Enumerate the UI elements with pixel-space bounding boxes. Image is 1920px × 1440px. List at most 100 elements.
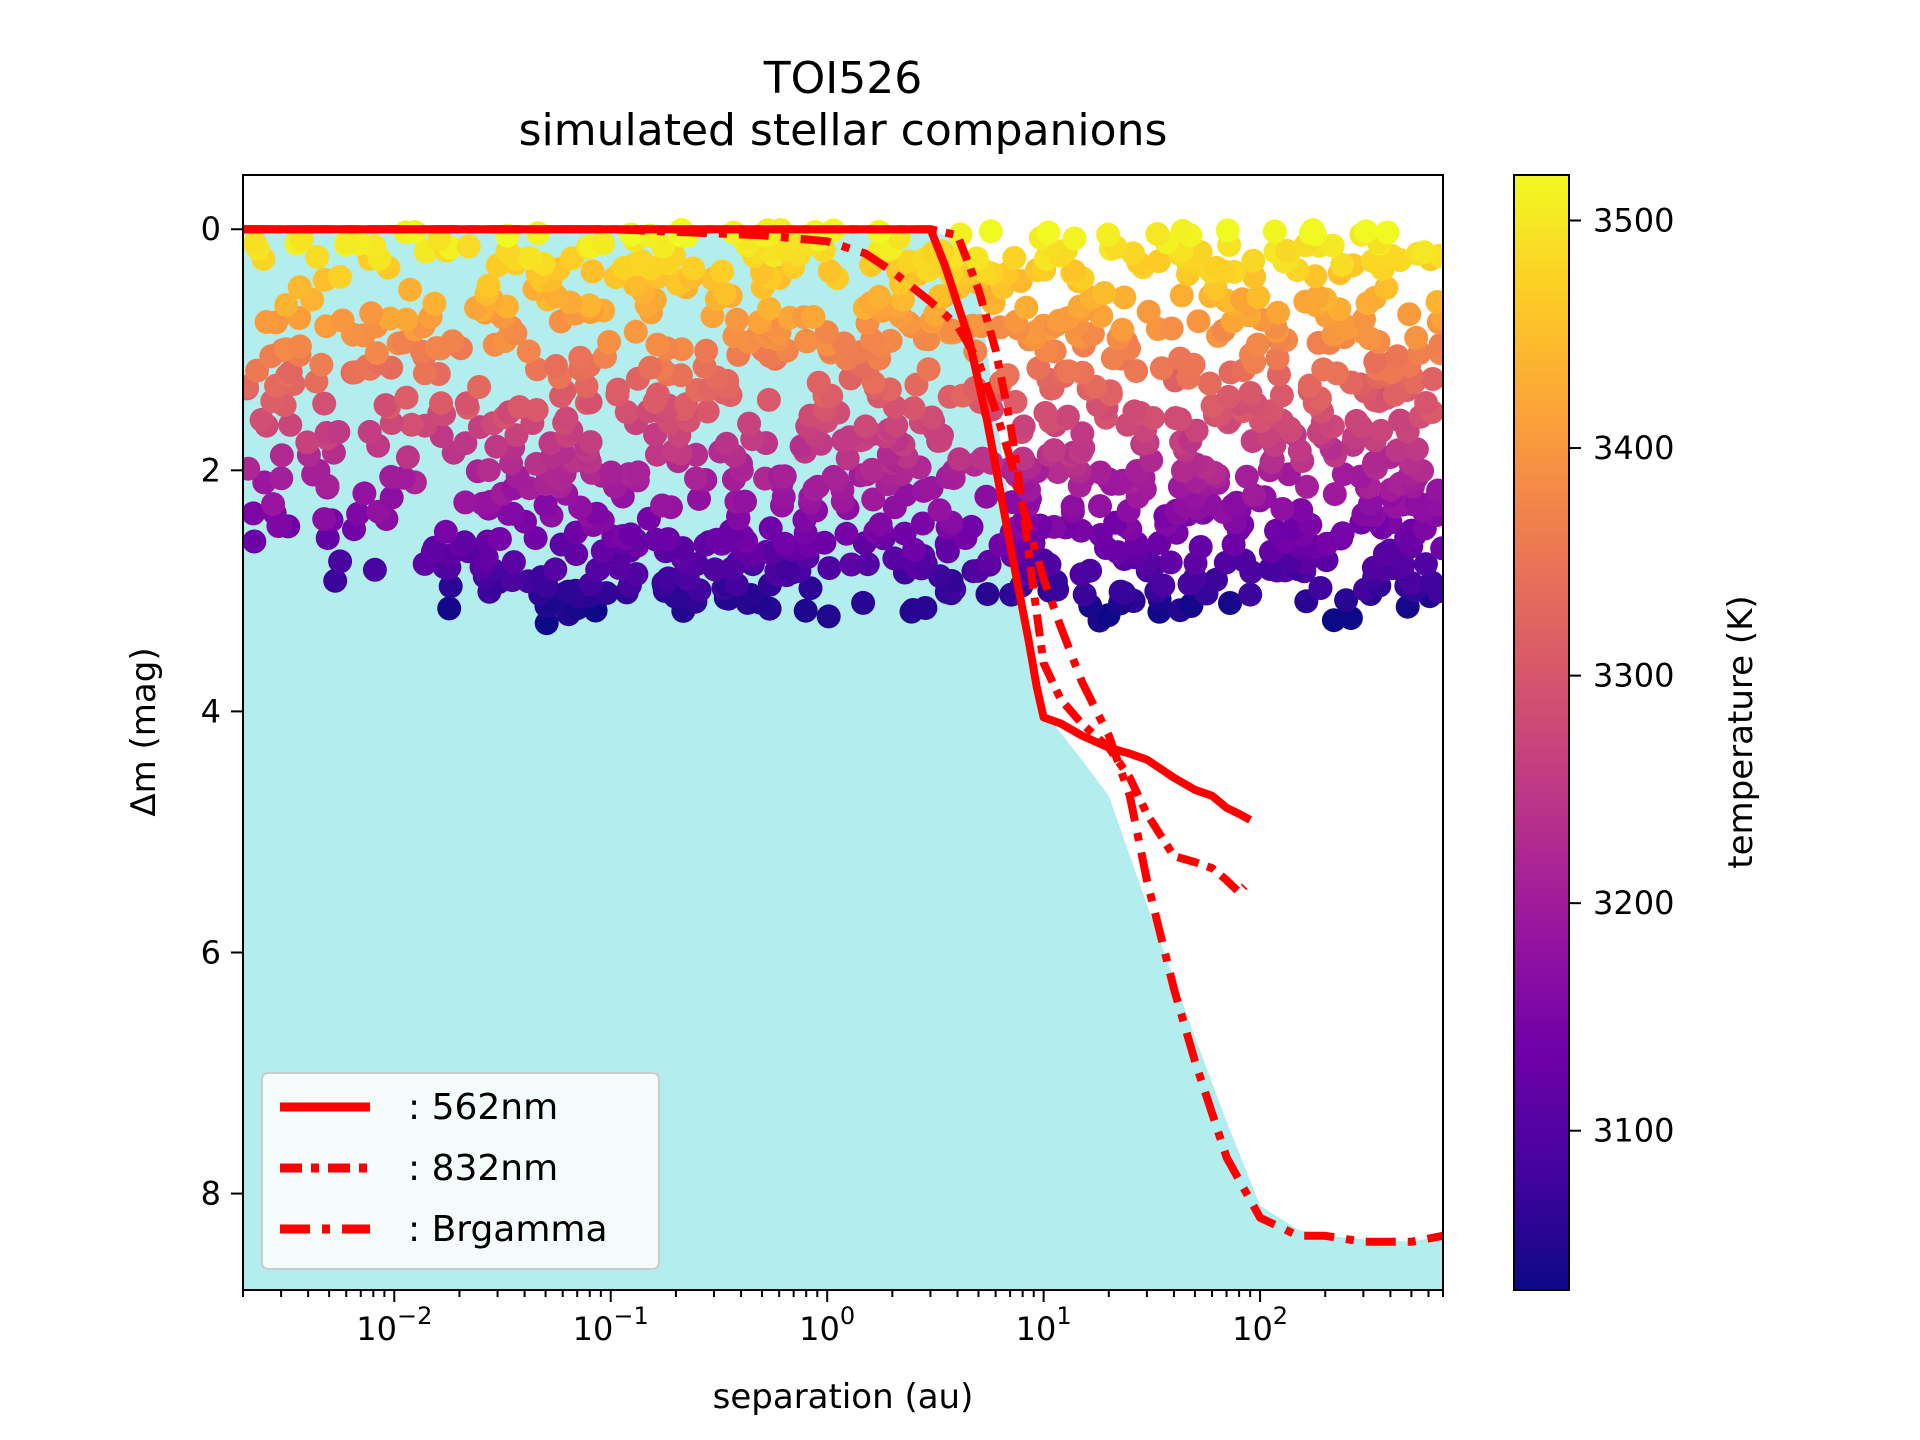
scatter-point: [1014, 295, 1039, 320]
scatter-point: [1186, 309, 1211, 334]
scatter-point: [243, 501, 266, 526]
x-axis-ticks: 10−2 10−1 100 101 102: [242, 1290, 1444, 1348]
scatter-point: [1033, 400, 1058, 425]
scatter-point: [970, 446, 995, 471]
scatter-point: [694, 338, 719, 363]
legend-box: [261, 1072, 660, 1270]
scatter-point: [578, 430, 603, 455]
scatter-point: [429, 391, 454, 416]
scatter-point: [305, 245, 330, 269]
x-tick-label: 102: [1232, 1302, 1288, 1348]
scatter-point: [629, 249, 654, 274]
scatter-point: [1385, 344, 1410, 369]
scatter-point: [793, 598, 818, 623]
scatter-point: [974, 484, 999, 509]
scatter-point: [975, 582, 1000, 607]
scatter-point: [964, 246, 989, 271]
colorbar-label: temperature (K): [1721, 595, 1761, 868]
scatter-point: [714, 431, 739, 456]
scatter-point: [328, 264, 352, 289]
scatter-point: [501, 550, 526, 575]
chart-subtitle: simulated stellar companions: [519, 105, 1168, 156]
scatter-point: [453, 431, 478, 456]
scatter-point: [638, 355, 663, 380]
scatter-point: [467, 375, 492, 399]
scatter-point: [1089, 304, 1114, 328]
scatter-point: [1216, 384, 1241, 409]
y-tick-label: 8: [201, 1175, 221, 1213]
scatter-point: [1269, 383, 1294, 408]
scatter-point: [1375, 220, 1400, 245]
scatter-point: [919, 405, 944, 430]
scatter-point: [623, 319, 648, 344]
scatter-point: [772, 531, 797, 556]
scatter-point: [398, 277, 423, 302]
scatter-point: [1149, 356, 1174, 381]
scatter-point: [454, 391, 479, 416]
scatter-point: [1218, 591, 1242, 615]
scatter-point: [269, 443, 294, 468]
curve-832nm: [243, 225, 1248, 897]
scatter-point: [851, 590, 876, 615]
y-axis-ticks: 0 2 4 6 8: [201, 210, 243, 1213]
scatter-point: [1354, 219, 1379, 244]
scatter-point: [1425, 290, 1443, 314]
scatter-point: [618, 522, 643, 547]
colorbar-tick-label: 3100: [1593, 1112, 1674, 1150]
colorbar: [1513, 174, 1570, 1291]
scatter-point: [812, 530, 837, 555]
scatter-point: [1213, 550, 1238, 575]
scatter-point: [422, 291, 447, 316]
scatter-point: [806, 370, 831, 395]
scatter-point: [394, 385, 419, 410]
scatter-point: [817, 556, 842, 581]
scatter-point: [1385, 438, 1410, 463]
scatter-point: [882, 546, 907, 571]
scatter-point: [487, 527, 512, 551]
scatter-point: [243, 456, 261, 481]
scatter-point: [832, 331, 857, 356]
scatter-point: [1404, 437, 1429, 462]
colorbar-ticks: 3100 3200 3300 3400 3500: [1569, 202, 1674, 1150]
scatter-point: [399, 412, 424, 437]
scatter-point: [1330, 521, 1355, 546]
scatter-point: [1300, 218, 1325, 242]
scatter-point: [456, 234, 481, 259]
scatter-point: [939, 318, 964, 343]
scatter-point: [1419, 570, 1443, 595]
scatter-point: [1112, 285, 1137, 310]
scatter-point: [1169, 283, 1194, 308]
scatter-point: [1110, 317, 1135, 342]
scatter-point: [362, 557, 387, 582]
scatter-point: [500, 568, 525, 593]
scatter-point: [835, 446, 860, 471]
scatter-point: [1158, 550, 1183, 575]
scatter-point: [591, 231, 616, 256]
scatter-point: [295, 430, 320, 455]
contrast-curves: [243, 225, 1443, 1246]
scatter-point: [1108, 579, 1133, 604]
scatter-point: [1078, 558, 1103, 583]
x-tick-label: 100: [799, 1302, 855, 1348]
legend: : 562nm : 832nm : Brgamma: [261, 1072, 660, 1270]
chart-title: TOI526: [763, 53, 922, 104]
scatter-point: [650, 493, 675, 518]
scatter-point: [798, 576, 823, 601]
scatter-point: [645, 332, 670, 357]
colorbar-tick-label: 3300: [1593, 657, 1674, 695]
scatter-point: [395, 445, 420, 470]
scatter-point: [1197, 371, 1222, 396]
scatter-point: [923, 302, 948, 327]
scatter-points: [243, 217, 1443, 636]
scatter-point: [1404, 325, 1429, 350]
scatter-point: [359, 301, 384, 326]
scatter-point: [1374, 275, 1399, 300]
scatter-point: [516, 339, 541, 364]
scatter-point: [1305, 285, 1330, 310]
scatter-point: [326, 420, 351, 444]
scatter-point: [599, 460, 624, 485]
scatter-point: [274, 293, 299, 317]
scatter-point: [357, 419, 382, 444]
scatter-point: [681, 256, 706, 281]
scatter-point: [364, 341, 389, 366]
